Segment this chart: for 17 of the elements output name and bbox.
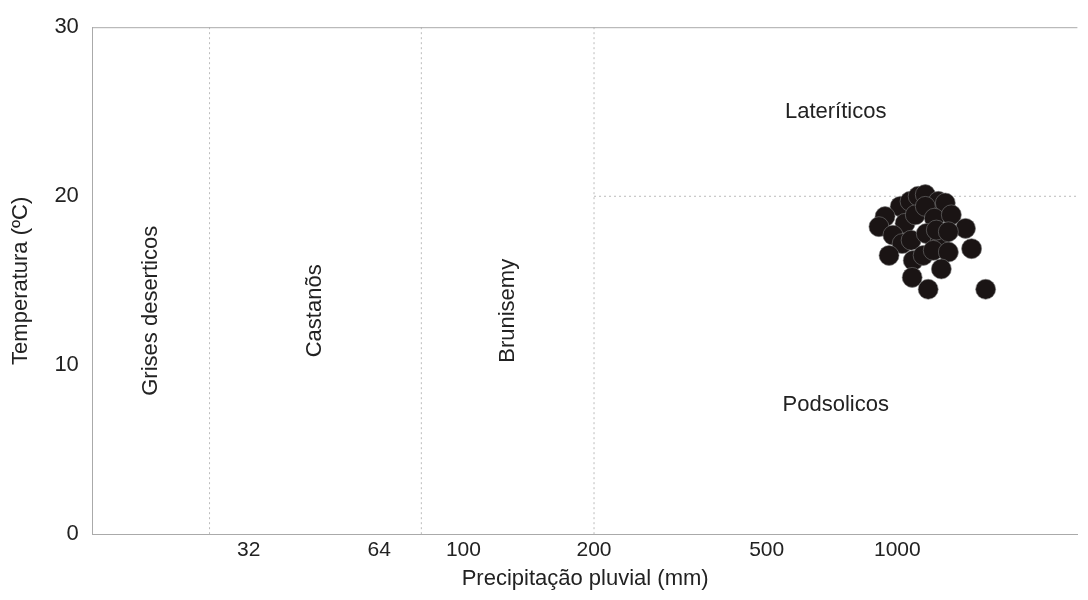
y-tick-label: 10 — [54, 351, 79, 377]
y-tick-label: 30 — [54, 13, 79, 39]
x-tick-label: 200 — [576, 536, 612, 560]
x-tick-label: 64 — [367, 536, 392, 560]
x-tick-label: 32 — [236, 536, 261, 560]
x-tick-label: 100 — [445, 536, 481, 560]
x-tick-label: 500 — [749, 536, 785, 560]
y-axis-title: Temperatura (ºC) — [7, 196, 33, 365]
annotation: Lateríticos — [784, 97, 887, 123]
annotation: Grises deserticos — [137, 225, 163, 396]
annotation: Podsolicos — [782, 391, 889, 417]
annotation: Castanõs — [301, 264, 327, 358]
y-tick-label: 20 — [54, 182, 79, 208]
x-axis-title: Precipitação pluvial (mm) — [461, 564, 709, 590]
annotation: Brunisemy — [493, 258, 519, 363]
x-tick-label: 1000 — [873, 536, 921, 560]
y-tick-label: 0 — [66, 520, 79, 546]
